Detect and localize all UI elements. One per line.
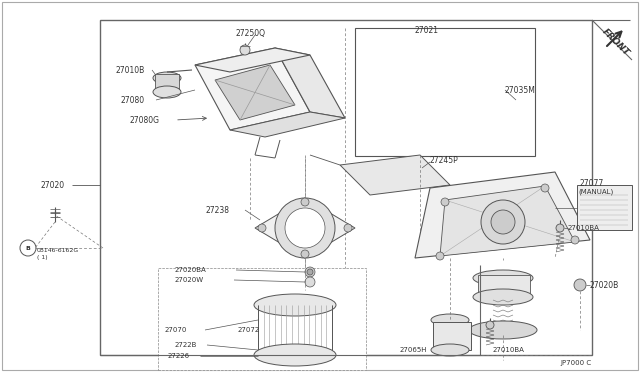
Text: 27020B: 27020B <box>590 280 620 289</box>
Polygon shape <box>230 112 345 137</box>
Circle shape <box>258 224 266 232</box>
Polygon shape <box>415 172 590 258</box>
Text: 27010B: 27010B <box>115 65 144 74</box>
Bar <box>355 28 535 156</box>
Polygon shape <box>275 48 345 118</box>
Circle shape <box>441 198 449 206</box>
Ellipse shape <box>431 314 469 326</box>
Circle shape <box>571 236 579 244</box>
Circle shape <box>556 224 564 232</box>
Text: B: B <box>26 246 31 250</box>
Circle shape <box>307 269 313 275</box>
FancyBboxPatch shape <box>365 48 520 153</box>
Bar <box>100 20 592 355</box>
Bar <box>433 322 471 350</box>
Text: 27021: 27021 <box>415 26 439 35</box>
Text: 27035M: 27035M <box>505 86 536 94</box>
Circle shape <box>240 45 250 55</box>
Text: 27226: 27226 <box>168 353 190 359</box>
Circle shape <box>20 240 36 256</box>
Polygon shape <box>255 198 355 258</box>
FancyBboxPatch shape <box>377 55 508 146</box>
Bar <box>155 74 179 92</box>
Circle shape <box>285 208 325 248</box>
Ellipse shape <box>431 344 469 356</box>
Bar <box>478 275 530 297</box>
Text: 27065H: 27065H <box>400 347 428 353</box>
Text: 27020BA: 27020BA <box>175 267 207 273</box>
Ellipse shape <box>254 344 336 366</box>
Text: 27070: 27070 <box>165 327 188 333</box>
Circle shape <box>541 184 549 192</box>
Bar <box>577 185 632 230</box>
Circle shape <box>436 252 444 260</box>
Circle shape <box>301 198 309 206</box>
Text: FRONT: FRONT <box>600 27 630 57</box>
Text: 27010BA: 27010BA <box>568 225 600 231</box>
Circle shape <box>481 200 525 244</box>
Text: 27072: 27072 <box>238 327 260 333</box>
Text: 27020: 27020 <box>40 180 64 189</box>
Text: 27020W: 27020W <box>175 277 204 283</box>
Circle shape <box>305 267 315 277</box>
Text: JP7000 C: JP7000 C <box>560 360 591 366</box>
Polygon shape <box>340 155 450 195</box>
Circle shape <box>305 277 315 287</box>
Ellipse shape <box>473 270 533 286</box>
Ellipse shape <box>254 294 336 316</box>
Circle shape <box>574 279 586 291</box>
Circle shape <box>344 224 352 232</box>
Polygon shape <box>215 65 295 120</box>
Ellipse shape <box>473 289 533 305</box>
Text: 27245P: 27245P <box>430 155 459 164</box>
Circle shape <box>486 321 494 329</box>
Bar <box>158 268 366 370</box>
Polygon shape <box>195 48 310 72</box>
Text: 08146-6162G: 08146-6162G <box>37 247 79 253</box>
Text: 27238: 27238 <box>205 205 229 215</box>
Text: (MANUAL): (MANUAL) <box>578 189 613 195</box>
Ellipse shape <box>153 86 181 98</box>
Text: 27080: 27080 <box>120 96 144 105</box>
Polygon shape <box>440 186 575 256</box>
Ellipse shape <box>153 72 181 84</box>
Polygon shape <box>195 48 310 130</box>
Ellipse shape <box>469 321 537 339</box>
Circle shape <box>491 210 515 234</box>
Circle shape <box>275 198 335 258</box>
Text: 27010BA: 27010BA <box>493 347 525 353</box>
Text: 27080G: 27080G <box>130 115 160 125</box>
Text: ( 1): ( 1) <box>37 256 47 260</box>
Text: 27250Q: 27250Q <box>235 29 265 38</box>
Text: 27077: 27077 <box>580 179 604 187</box>
Text: 2722B: 2722B <box>175 342 197 348</box>
Circle shape <box>301 250 309 258</box>
